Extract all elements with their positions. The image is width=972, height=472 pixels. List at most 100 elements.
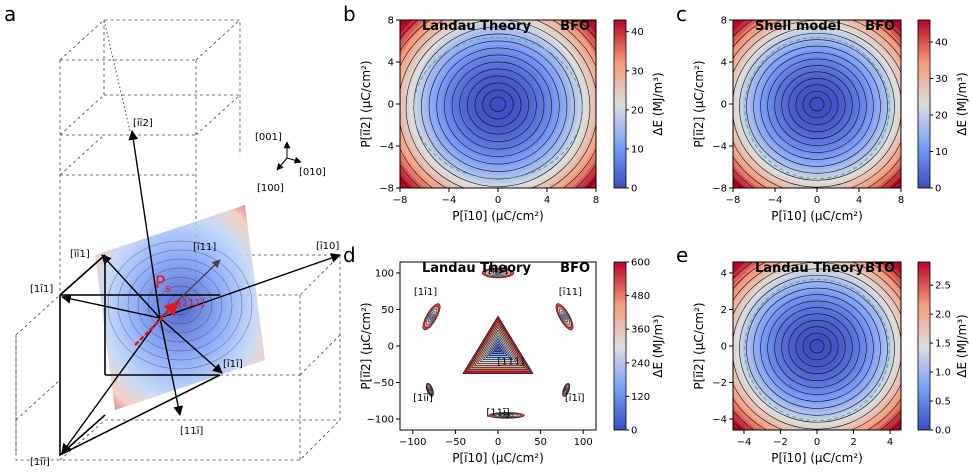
chart-title-material: BFO (865, 19, 895, 34)
label-dir-m111: [ī11] (193, 242, 216, 253)
colorbar-tick-label: 2.5 (935, 281, 951, 292)
x-tick-label: 0 (495, 437, 501, 448)
contour-line (746, 281, 888, 416)
ps-arrow (134, 300, 180, 346)
direction-annotation: [ī11] (559, 287, 582, 298)
heatmap-band (493, 100, 503, 108)
x-tick-label: 0 (495, 195, 501, 206)
y-tick-label: 0 (388, 342, 394, 353)
x-tick-label: −4 (768, 195, 783, 206)
colorbar (917, 261, 931, 431)
chart-panels: b −8 −4 0 4 8 −8 −4 0 4 8 Landau Theory BFO P[ī10] (μ… (343, 2, 969, 465)
x-tick-label: 4 (856, 195, 862, 206)
colorbar-tick-label: 0.0 (935, 426, 951, 437)
direction-annotation: [1ī1] (414, 287, 437, 298)
chart-title-material: BFO (560, 19, 590, 34)
colorbar-tick-label: 1.5 (935, 339, 951, 350)
colorbar-tick-label: 240 (631, 358, 650, 369)
label-dir-11m1: [11ī] (180, 426, 203, 437)
contour-line (739, 274, 895, 423)
x-tick-label: 50 (534, 437, 547, 448)
contour-line (753, 45, 881, 167)
contour-line (760, 52, 874, 160)
contour-line (788, 77, 846, 133)
contour-line (767, 58, 867, 153)
colorbar-tick-label: 10 (935, 147, 948, 158)
panel-letter-c: c (676, 2, 687, 26)
panel-e: e −4 −2 0 2 4 −4 −2 0 2 4 Landau Theory BTO P[ī10] (μ… (676, 243, 969, 465)
contour-line (809, 339, 825, 354)
contour-line (760, 294, 874, 402)
direction-annotation: [11ī] (486, 407, 509, 418)
minimum-contour (428, 388, 431, 392)
triad-010: [010] (299, 167, 326, 178)
y-tick-label: −8 (712, 184, 727, 195)
colorbar (917, 19, 931, 189)
panel-letter-b: b (343, 2, 356, 26)
contour-line (746, 39, 888, 174)
colorbar-tick-label: 10 (631, 144, 644, 155)
axes-triad (276, 141, 302, 171)
basin-contour (494, 346, 502, 352)
label-dir-1m11: [1ī1] (30, 284, 53, 295)
y-tick-label: −4 (712, 415, 727, 426)
contour-line (795, 326, 839, 368)
x-tick-label: 0 (814, 195, 820, 206)
colorbar-tick-label: 0 (631, 426, 637, 437)
x-tick-label: −8 (726, 195, 741, 206)
contour-line (739, 32, 895, 181)
colorbar (613, 261, 627, 431)
direction-annotation: [īī1] (488, 265, 508, 276)
y-tick-label: 8 (388, 16, 394, 27)
chart-title: Shell model (755, 19, 841, 34)
triad-001: [001] (255, 132, 282, 143)
colorbar-tick-label: 600 (631, 258, 650, 269)
x-tick-label: 4 (887, 437, 893, 448)
direction-annotation: [111] (497, 356, 524, 367)
colorbar-tick-label: 120 (631, 392, 650, 403)
x-tick-label: −50 (445, 437, 466, 448)
y-tick-label: −8 (379, 184, 394, 195)
colorbar-tick-label: 20 (631, 105, 644, 116)
x-tick-label: −2 (773, 437, 788, 448)
x-tick-label: 4 (544, 195, 550, 206)
contour-line (788, 319, 846, 375)
x-tick-label: 2 (850, 437, 856, 448)
contour-line (781, 313, 853, 381)
x-tick-label: −4 (737, 437, 752, 448)
y-tick-label: 4 (721, 268, 727, 279)
minimum-contour (562, 313, 567, 320)
y-tick-label: −50 (373, 378, 394, 389)
contour-line (444, 54, 552, 157)
label-dir-m11m1: [ī1ī] (223, 359, 243, 370)
x-tick-label: 8 (593, 195, 599, 206)
colorbar-tick-label: 1.0 (935, 368, 951, 379)
x-tick-label: −100 (399, 437, 426, 448)
y-axis-label: P[īī2] (μC/cm²) (359, 302, 373, 389)
y-tick-label: 4 (721, 58, 727, 69)
colorbar-tick-label: 40 (935, 37, 948, 48)
x-axis-label: P[ī10] (μC/cm²) (771, 209, 863, 223)
colorbar-label: ΔE (MJ/m³) (955, 72, 969, 135)
minimum-contour (494, 271, 502, 275)
colorbar (613, 19, 627, 189)
y-tick-label: 4 (388, 58, 394, 69)
heatmap-band (813, 342, 821, 350)
contour-line (802, 90, 832, 119)
contour-line (753, 287, 881, 409)
y-tick-label: −2 (712, 378, 727, 389)
contour-line (467, 75, 529, 135)
label-dir-112: [īī2] (133, 118, 153, 129)
dashed-cube-frame (15, 19, 341, 461)
colorbar-tick-label: 0 (631, 184, 637, 195)
dashed-contour (744, 278, 890, 422)
colorbar-tick-label: 480 (631, 291, 650, 302)
contour-line (405, 20, 591, 188)
panel-c: c −8 −4 0 4 8 −8 −4 0 4 8 Shell model BFO P[ī10] (μC/… (676, 2, 969, 223)
y-axis-label: P[īī2] (μC/cm²) (359, 60, 373, 147)
ps-label: Ps (155, 273, 171, 295)
plot-area-c (733, 20, 901, 188)
y-tick-label: 0 (388, 100, 394, 111)
colorbar-tick-label: 0 (935, 184, 941, 195)
minimum-contour (429, 313, 434, 320)
